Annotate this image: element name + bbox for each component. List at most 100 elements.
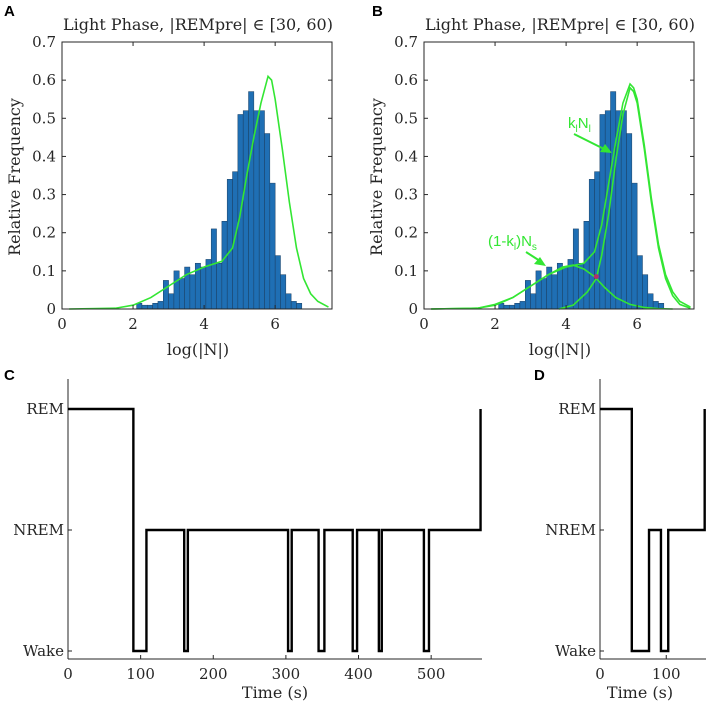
panel-b-bar-4 xyxy=(519,301,526,310)
ytick-label-6: 0.6 xyxy=(394,71,418,89)
panel-b-bar-27 xyxy=(642,274,649,310)
panel-a-bar-2 xyxy=(147,304,153,310)
state-label-wake: Wake xyxy=(555,642,596,660)
panel-b-bar-17 xyxy=(588,179,595,310)
panel-a-letter: A xyxy=(4,3,15,20)
panel-a-curves xyxy=(69,74,329,310)
panel-a-bar-1 xyxy=(141,304,148,310)
panel-b-bar-23 xyxy=(620,110,627,310)
ytick-label-4: 0.4 xyxy=(32,147,56,165)
panel-a-bar-17 xyxy=(226,179,233,310)
state-label-wake: Wake xyxy=(23,642,64,660)
xtick-label-3: 6 xyxy=(632,315,642,333)
ytick-label-0: 0 xyxy=(46,300,56,318)
annotation-long: klNl xyxy=(568,115,612,153)
panel-b-bar-12 xyxy=(562,266,569,310)
panel-b-xlabel: log(|N|) xyxy=(529,340,591,359)
annotation-long-label: klNl xyxy=(568,115,591,135)
panel-a-bar-24 xyxy=(264,133,271,310)
xtick-label-1: 2 xyxy=(490,315,500,333)
ytick-label-4: 0.4 xyxy=(394,147,418,165)
panel-a-ylabel: Relative Frequency xyxy=(5,98,24,256)
panel-b-axes-box xyxy=(423,41,695,310)
panel-b-letter: B xyxy=(372,3,383,20)
panel-a-bar-22 xyxy=(253,110,260,310)
panel-d-trace xyxy=(600,407,706,653)
panel-a-bar-4 xyxy=(157,301,164,310)
time-label-2: 200 xyxy=(199,665,228,683)
panel-b-bar-28 xyxy=(647,293,654,310)
xtick-label-0: 0 xyxy=(419,315,429,333)
panel-a-bar-23 xyxy=(258,110,265,310)
ytick-label-2: 0.2 xyxy=(32,224,56,242)
time-label-0: 0 xyxy=(595,665,605,683)
panel-a-bar-27 xyxy=(280,274,287,310)
panel-a-bar-18 xyxy=(232,171,239,310)
panel-b-bar-14 xyxy=(572,228,579,310)
state-label-nrem: NREM xyxy=(13,521,64,539)
time-label-1: 100 xyxy=(126,665,155,683)
panel-a-bar-12 xyxy=(200,266,207,310)
annot-short-b: )N xyxy=(516,233,532,250)
ytick-label-3: 0.3 xyxy=(394,186,418,204)
panel-a-bar-21 xyxy=(248,91,255,310)
panel-b-bar-7 xyxy=(535,270,542,310)
panel-b-bar-26 xyxy=(636,255,643,310)
panel-b-intersection-marker xyxy=(593,274,599,280)
panel-c: C Time (s) Wake NREM REM 0 100 200 300 400 500 xyxy=(4,367,482,702)
state-label-nrem: NREM xyxy=(545,521,596,539)
panel-a-bar-26 xyxy=(274,255,281,310)
annotation-short-arrow xyxy=(525,251,541,262)
panel-a-bar-15 xyxy=(216,262,223,310)
annotation-short: (1-kl)Ns xyxy=(488,233,546,266)
annotation-short-arrowhead xyxy=(534,257,546,266)
ytick-label-5: 0.5 xyxy=(394,109,418,127)
time-label-4: 400 xyxy=(344,665,373,683)
panel-a-title: Light Phase, |REMpre| ∈ [30, 60) xyxy=(63,15,333,34)
annot-long-sub1: l xyxy=(576,124,578,135)
panel-d-letter: D xyxy=(534,367,545,384)
panel-b: B Light Phase, |REMpre| ∈ [30, 60) log(|… xyxy=(367,3,695,359)
panel-b-bar-5 xyxy=(525,280,531,310)
state-label-rem: REM xyxy=(558,400,596,418)
panel-a-axes: 0 0.1 0.2 0.3 0.4 0.5 0.6 0.7 0 2 4 6 xyxy=(32,33,333,333)
xtick-label-2: 4 xyxy=(561,315,571,333)
annot-short-sub1: l xyxy=(514,242,516,253)
panel-b-bar-6 xyxy=(530,293,537,310)
panel-a-bar-10 xyxy=(189,274,196,310)
state-label-rem: REM xyxy=(26,400,64,418)
annot-long-n: N xyxy=(578,115,589,132)
panel-c-letter: C xyxy=(4,367,15,384)
panel-b-axes: 0 0.1 0.2 0.3 0.4 0.5 0.6 0.7 0 2 4 6 xyxy=(394,33,695,333)
panel-c-axes: Wake NREM REM 0 100 200 300 400 500 xyxy=(13,379,482,683)
panel-a-bars xyxy=(136,91,303,310)
panel-b-ylabel: Relative Frequency xyxy=(367,98,386,256)
panel-d-hypnogram-line xyxy=(600,407,706,653)
annot-short-sub2: s xyxy=(532,242,537,253)
ytick-label-2: 0.2 xyxy=(394,224,418,242)
panel-b-bar-2 xyxy=(509,304,515,310)
panel-b-bar-8 xyxy=(540,278,547,310)
panel-b-bar-10 xyxy=(551,274,558,310)
panel-a-bar-6 xyxy=(168,293,175,310)
annot-long-k: k xyxy=(568,115,576,132)
panel-a-bar-7 xyxy=(173,270,180,310)
time-label-5: 500 xyxy=(417,665,446,683)
panel-b-bar-25 xyxy=(631,182,638,310)
ytick-label-6: 0.6 xyxy=(32,71,56,89)
panel-a-bar-25 xyxy=(269,182,276,310)
annotation-long-arrow xyxy=(573,133,607,151)
panel-a-bar-3 xyxy=(152,303,159,310)
panel-a-bar-5 xyxy=(163,280,169,310)
xtick-label-2: 4 xyxy=(199,315,209,333)
panel-d: D Time (s) Wake NREM REM 0 100 xyxy=(534,367,706,702)
panel-a-bar-16 xyxy=(221,221,228,310)
annotation-short-label: (1-kl)Ns xyxy=(488,233,537,253)
ytick-label-1: 0.1 xyxy=(394,262,418,280)
panel-a-xlabel: log(|N|) xyxy=(167,340,229,359)
ytick-label-5: 0.5 xyxy=(32,109,56,127)
xtick-label-3: 6 xyxy=(270,315,280,333)
panel-b-fit-long xyxy=(558,86,691,310)
panel-a-bar-30 xyxy=(296,303,303,310)
